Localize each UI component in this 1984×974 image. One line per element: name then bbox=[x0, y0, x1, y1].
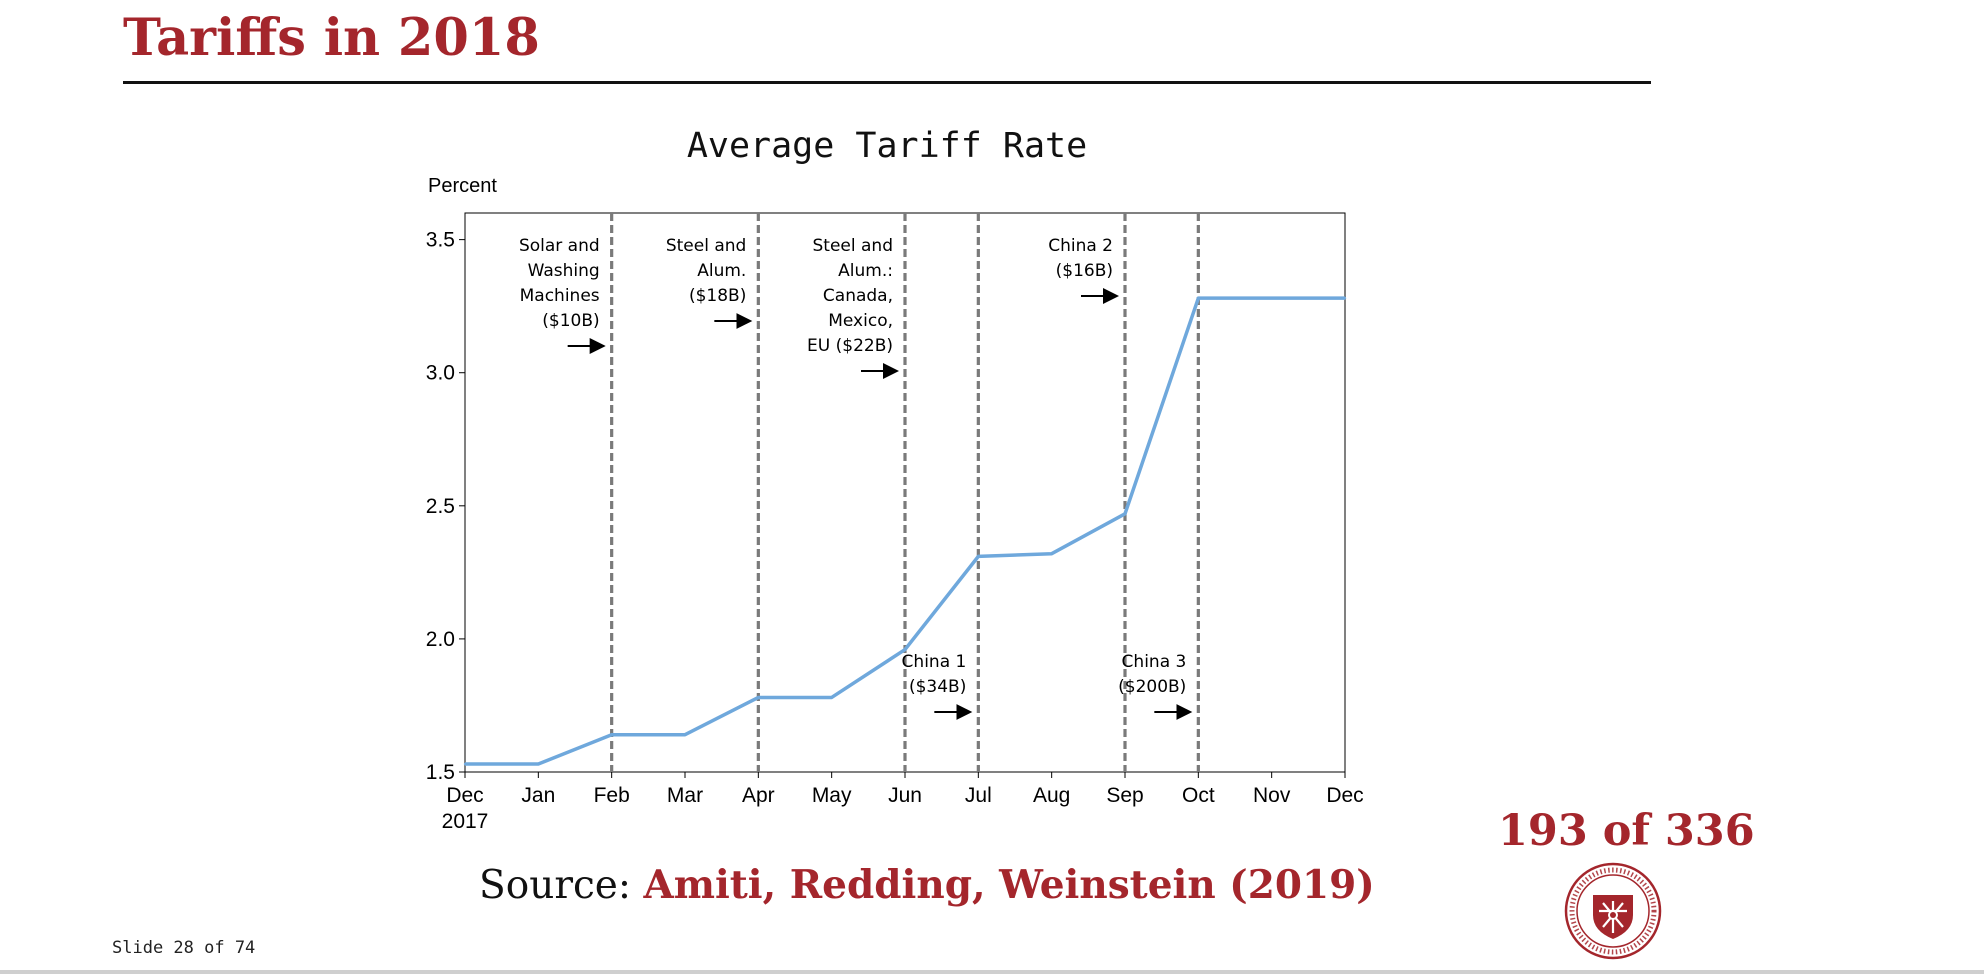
tariff-rate-point bbox=[1123, 512, 1127, 515]
event-annotation-label: China 2 ($16B) bbox=[1048, 236, 1113, 281]
y-tick-label: 2.5 bbox=[426, 495, 455, 518]
x-tick-label: Mar bbox=[667, 784, 703, 807]
x-tick-label: Feb bbox=[594, 784, 630, 807]
y-tick-label: 3.0 bbox=[426, 362, 455, 385]
event-annotation-label: Steel and Alum.: Canada, Mexico, EU ($22B) bbox=[807, 236, 893, 356]
x-tick-label: Jun bbox=[888, 784, 922, 807]
x-tick-label: Apr bbox=[742, 784, 775, 807]
bottom-scroll-strip bbox=[0, 970, 1984, 974]
event-annotation-label: Solar and Washing Machines ($10B) bbox=[519, 236, 600, 331]
title-divider bbox=[123, 81, 1651, 84]
chart-title: Average Tariff Rate bbox=[686, 126, 1088, 166]
slide-counter: 193 of 336 bbox=[1498, 806, 1755, 856]
event-annotation-label: Steel and Alum. ($18B) bbox=[666, 236, 746, 306]
tariff-rate-point bbox=[1197, 296, 1200, 300]
source-citation: Source: Amiti, Redding, Weinstein (2019) bbox=[479, 862, 1375, 908]
y-tick-label: 1.5 bbox=[426, 761, 455, 784]
x-tick-label: Oct bbox=[1182, 784, 1215, 807]
x-tick-label: Sep bbox=[1106, 784, 1143, 807]
x-tick-label: May bbox=[812, 784, 852, 807]
source-reference: Amiti, Redding, Weinstein (2019) bbox=[643, 862, 1375, 908]
tariff-rate-point bbox=[757, 696, 760, 699]
x-tick-label: Dec bbox=[1326, 784, 1363, 807]
tariff-rate-point bbox=[830, 696, 833, 699]
tariff-rate-point bbox=[977, 555, 980, 558]
y-tick-label: 2.0 bbox=[426, 628, 455, 651]
event-annotation-label: China 3 ($200B) bbox=[1118, 652, 1186, 697]
y-axis-label: Percent bbox=[428, 175, 497, 197]
source-prefix: Source: bbox=[479, 863, 632, 908]
tariff-rate-point bbox=[537, 762, 540, 766]
university-seal-logo bbox=[1564, 862, 1662, 960]
event-annotation-label: China 1 ($34B) bbox=[902, 652, 967, 697]
x-tick-label: Aug bbox=[1033, 784, 1070, 807]
x-tick-label: Dec 2017 bbox=[442, 784, 489, 833]
tariff-rate-point bbox=[463, 762, 467, 766]
slide-number: Slide 28 of 74 bbox=[112, 938, 256, 958]
tariff-rate-point bbox=[683, 733, 687, 736]
x-tick-label: Nov bbox=[1253, 784, 1291, 807]
tariff-rate-point bbox=[903, 648, 907, 651]
y-tick-label: 3.5 bbox=[426, 229, 455, 252]
slide-title: Tariffs in 2018 bbox=[123, 8, 540, 68]
x-tick-label: Jan bbox=[521, 784, 555, 807]
tariff-rate-point bbox=[1050, 552, 1053, 555]
tariff-rate-point bbox=[610, 733, 613, 736]
tariff-rate-point bbox=[1270, 296, 1273, 300]
x-tick-label: Jul bbox=[965, 784, 992, 807]
tariff-rate-point bbox=[1343, 296, 1347, 300]
average-tariff-chart: Percent 1.5 2.0 2.5 3.0 3.5 Dec 2017 Jan Feb Mar Ap… bbox=[426, 175, 1364, 833]
